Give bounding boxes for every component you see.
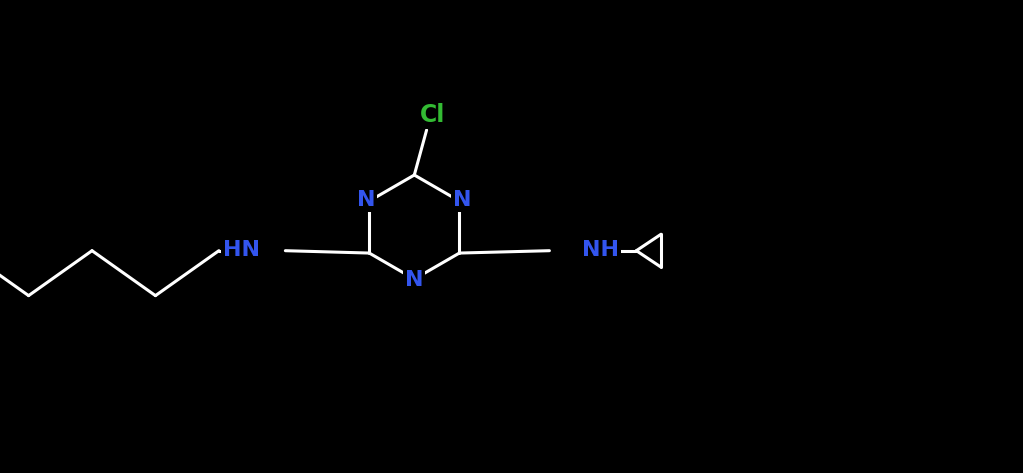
Text: N: N bbox=[405, 270, 424, 290]
Text: N: N bbox=[357, 190, 375, 210]
Text: NH: NH bbox=[582, 240, 619, 260]
Text: Cl: Cl bbox=[420, 103, 445, 127]
Text: HN: HN bbox=[223, 240, 260, 260]
Text: N: N bbox=[453, 190, 472, 210]
